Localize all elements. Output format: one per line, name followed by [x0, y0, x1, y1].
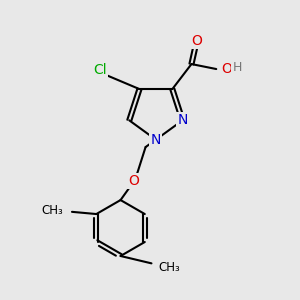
Text: O: O: [192, 34, 203, 48]
Text: O: O: [128, 174, 139, 188]
Text: H: H: [232, 61, 242, 74]
Text: Cl: Cl: [93, 64, 107, 77]
Text: N: N: [151, 133, 161, 147]
Text: N: N: [177, 113, 188, 128]
Text: O: O: [221, 62, 233, 76]
Text: CH₃: CH₃: [159, 261, 181, 274]
Text: CH₃: CH₃: [41, 204, 63, 217]
